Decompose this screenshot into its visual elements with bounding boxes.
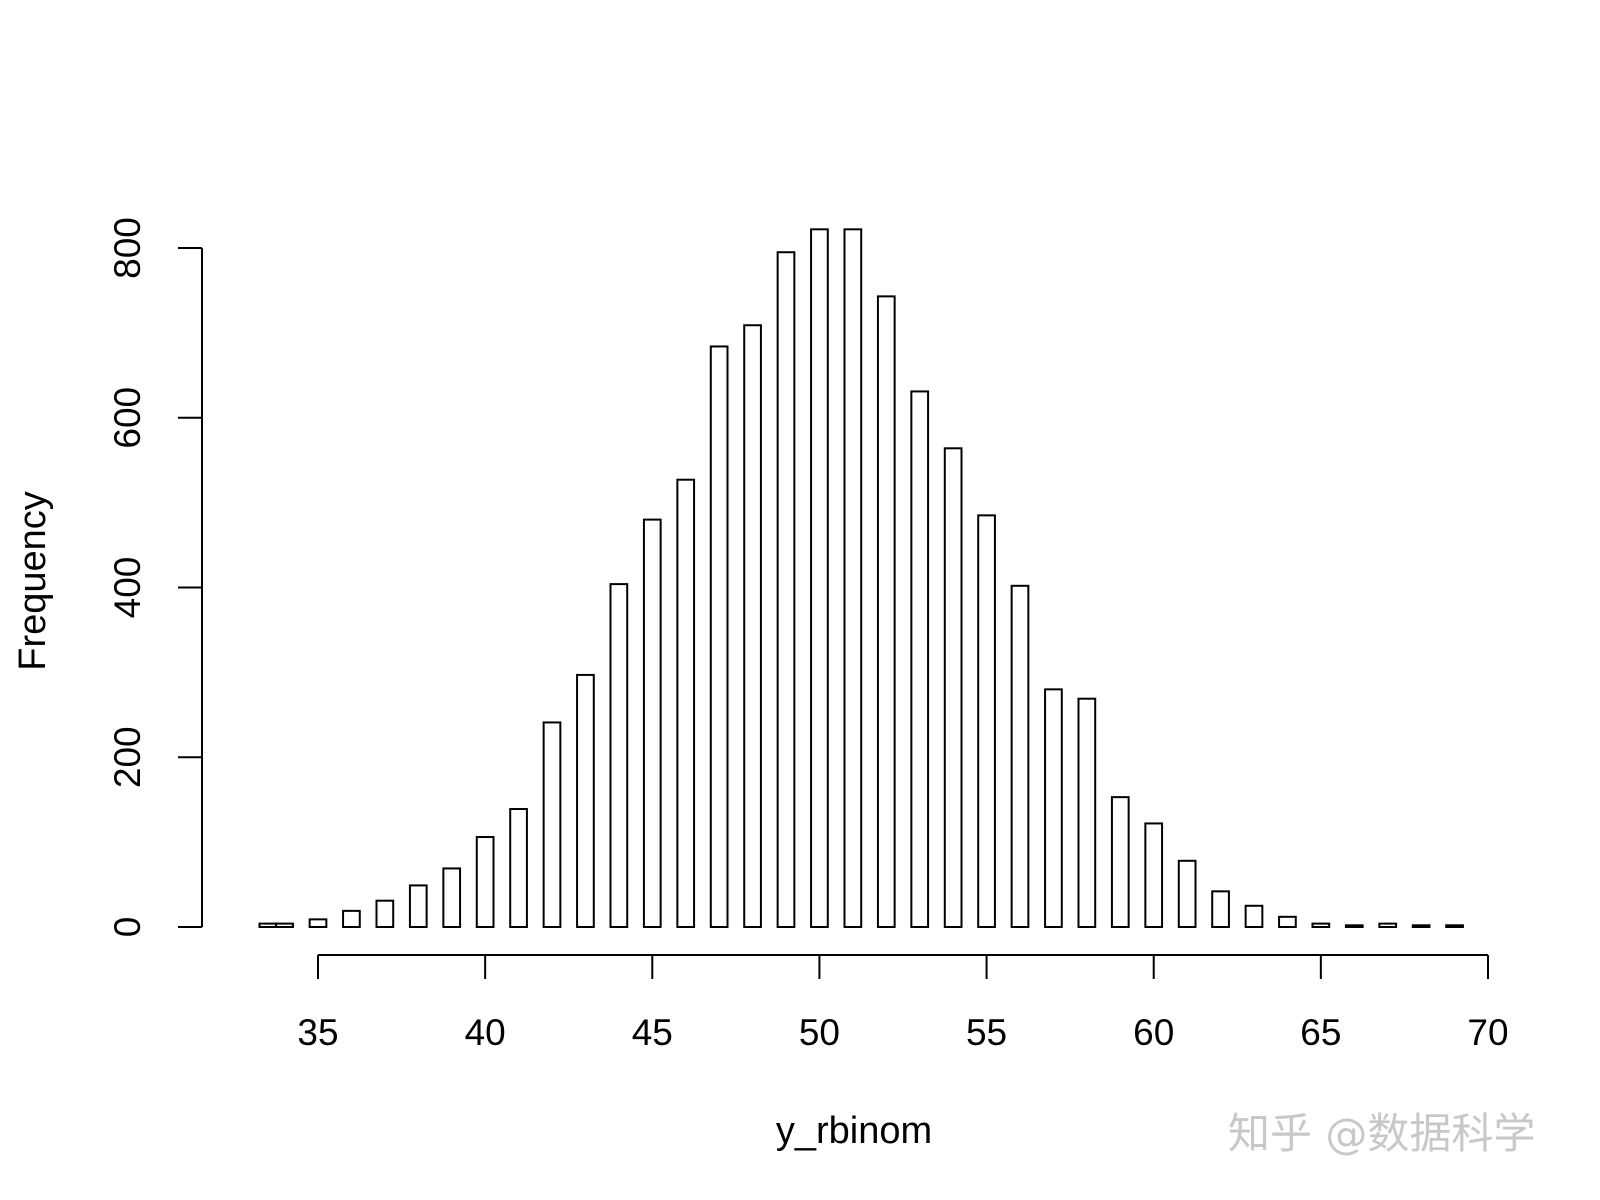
x-tick-label-35: 35 [297, 1012, 338, 1053]
y-tick-label-600: 600 [107, 387, 148, 449]
x-tick-label-65: 65 [1300, 1012, 1341, 1053]
histogram-bar-8 [509, 808, 528, 929]
histogram-bar-17 [810, 228, 829, 928]
histogram-bar-5 [408, 884, 428, 928]
histogram-bar-31 [1278, 915, 1297, 929]
x-axis: 35 40 45 50 55 60 65 70 [297, 954, 1509, 1053]
y-tick-label-200: 200 [107, 726, 148, 788]
histogram-bar-10 [576, 673, 595, 928]
histogram-bar-3 [342, 909, 361, 928]
x-axis-title: y_rbinom [776, 1110, 932, 1152]
y-tick-label-800: 800 [107, 217, 148, 279]
histogram-bar-20 [910, 390, 930, 928]
histogram-bar-15 [743, 324, 762, 928]
y-axis-title: Frequency [12, 491, 54, 671]
y-tick-label-0: 0 [107, 917, 148, 938]
histogram-bar-7 [475, 836, 495, 929]
x-tick-label-70: 70 [1467, 1012, 1508, 1053]
histogram-bar-9 [542, 721, 562, 929]
histogram-bar-30 [1244, 904, 1264, 929]
histogram-bar-23 [1010, 584, 1030, 928]
x-tick-label-60: 60 [1133, 1012, 1174, 1053]
histogram-bar-28 [1177, 859, 1197, 928]
histogram-bar-19 [876, 295, 896, 928]
histogram-bar-1 [275, 922, 294, 928]
y-tick-label-400: 400 [107, 557, 148, 619]
x-tick-label-50: 50 [799, 1012, 840, 1053]
histogram-bar-22 [977, 514, 996, 928]
histogram-bar-6 [442, 867, 462, 929]
histogram-bar-35 [1411, 924, 1431, 928]
histogram-bar-36 [1445, 924, 1464, 928]
x-tick-label-55: 55 [966, 1012, 1007, 1053]
histogram-bar-34 [1378, 922, 1398, 928]
histogram-bar-13 [676, 478, 696, 928]
histogram-bar-14 [709, 345, 729, 928]
histogram-bar-18 [843, 228, 863, 928]
watermark-text: 知乎 @数据科学 [1228, 1109, 1535, 1158]
histogram-bar-0 [258, 922, 278, 928]
x-tick-label-40: 40 [465, 1012, 506, 1053]
histogram-bar-27 [1144, 822, 1164, 929]
histogram-bar-2 [308, 918, 328, 928]
y-axis: 0 200 400 600 800 [107, 217, 203, 938]
histogram-bar-33 [1344, 924, 1364, 928]
histogram-bar-16 [776, 251, 796, 929]
histogram-bar-12 [642, 518, 662, 928]
histogram-bar-25 [1077, 697, 1097, 928]
histogram-bar-26 [1110, 796, 1130, 929]
histogram-bar-21 [943, 447, 963, 928]
histogram-bars [258, 228, 1464, 929]
histogram-bar-4 [375, 899, 395, 929]
x-tick-label-45: 45 [632, 1012, 673, 1053]
histogram-bar-29 [1211, 890, 1230, 928]
histogram-bar-24 [1044, 688, 1063, 928]
histogram-bar-32 [1311, 922, 1331, 928]
histogram-bar-11 [609, 583, 629, 928]
